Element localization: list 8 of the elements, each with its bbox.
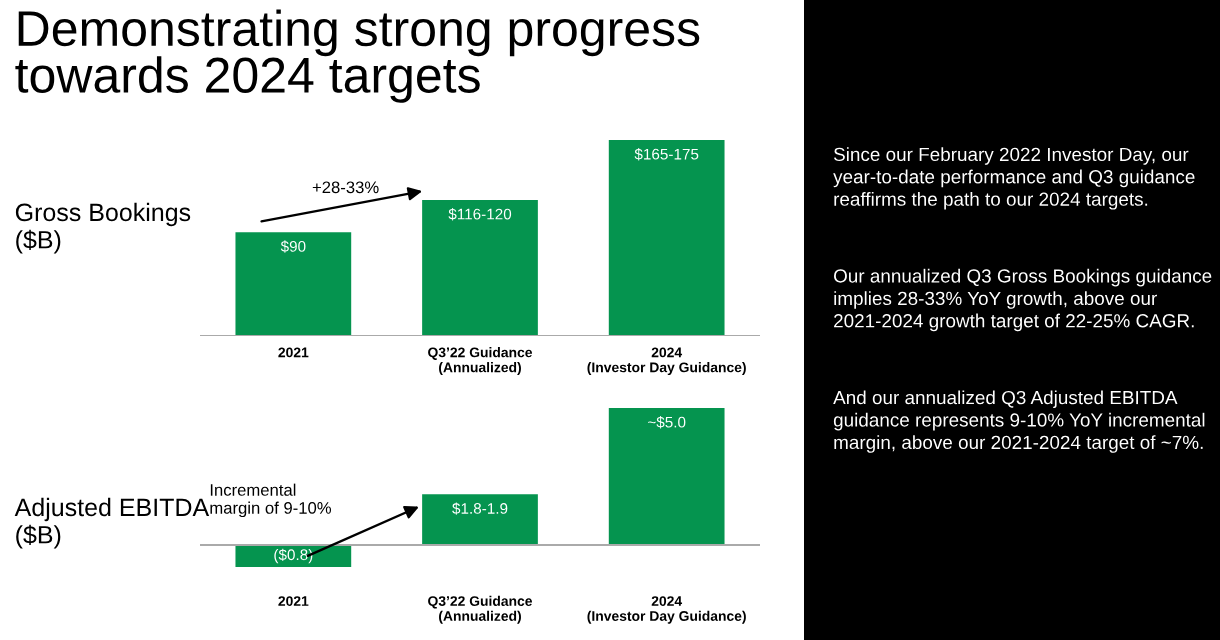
chart-title: Demonstrating strong progress towards 2024 targets [15, 9, 700, 103]
annotation: Incremental margin of 9-10% [210, 483, 332, 518]
text: Since our February 2022 Investor Day, our year-to-date performance and Q3 guidance reaffirms the path to our 2024 targets. [833, 147, 1195, 210]
annotation: +28-33% [312, 181, 379, 194]
y-axis-title: Gross Bookings ($B) [15, 202, 191, 254]
y-axis-title: Adjusted EBITDA ($B) [14, 497, 210, 549]
text: And our annualized Q3 Adjusted EBITDA guidance represents 9-10% YoY incremental margin, above our 2021-2024 target of ~7%. [833, 390, 1205, 453]
text: Our annualized Q3 Gross Bookings guidance implies 28-33% YoY growth, above our 2021-2024 growth target of 22-25% CAGR. [834, 268, 1212, 332]
